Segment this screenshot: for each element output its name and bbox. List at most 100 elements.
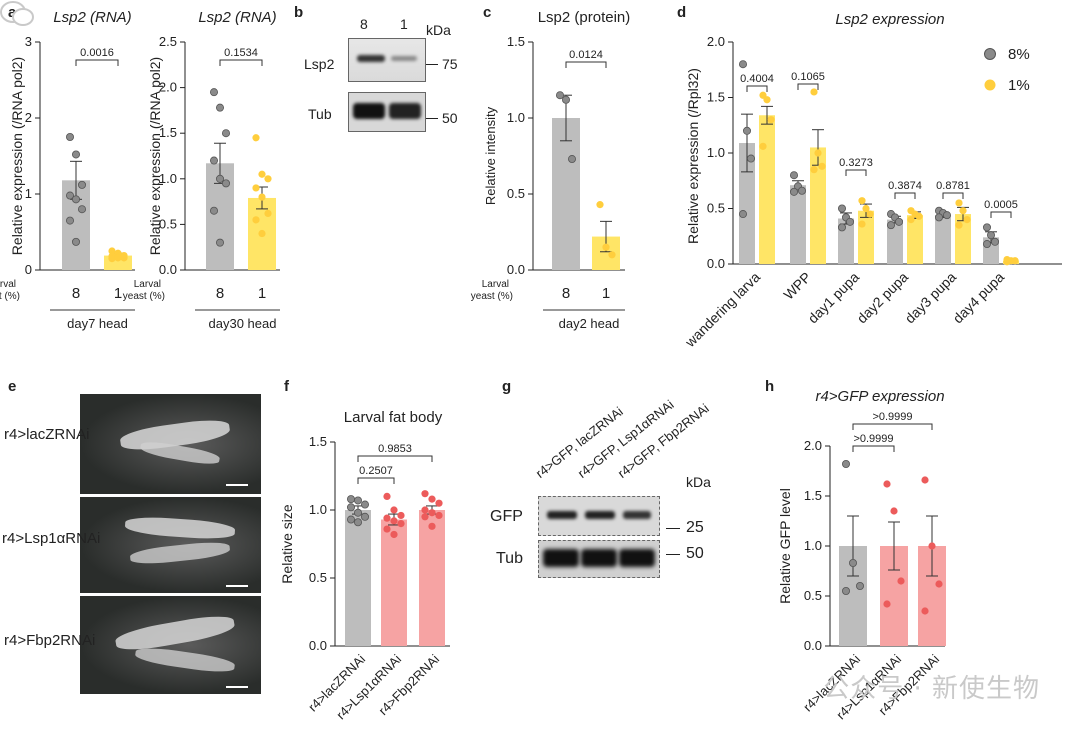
- d-point: [767, 116, 775, 124]
- h-ytick-label-4: 2.0: [804, 438, 822, 453]
- d-bar-8pct: [935, 215, 951, 264]
- c-point: [596, 201, 604, 209]
- d-point: [810, 88, 818, 96]
- d-legend-marker-1: [984, 79, 996, 91]
- blot-b-row-tub: Tub: [308, 106, 332, 122]
- c-bar-0: [552, 118, 580, 270]
- a1-point: [72, 150, 81, 159]
- a2-point: [215, 103, 224, 112]
- f-point: [353, 518, 362, 527]
- c-point: [568, 155, 577, 164]
- f-point: [360, 500, 369, 509]
- h-ytick-label-3: 1.5: [804, 488, 822, 503]
- h-point: [856, 582, 865, 591]
- d-point: [983, 223, 992, 232]
- h-point: [842, 459, 851, 468]
- c-ytick-label-0: 0.0: [507, 262, 525, 277]
- a2-ytick-label-0: 0.0: [159, 262, 177, 277]
- d-bar-1pct: [759, 115, 775, 264]
- a2-title: Lsp2 (RNA): [198, 9, 276, 26]
- f-pvalue: 0.2507: [359, 465, 393, 477]
- blot-g-row-tub: Tub: [496, 550, 523, 567]
- f-xtick-label-1: r4>Lsp1αRNAi: [333, 651, 404, 722]
- a2-ytick-label-2: 1.0: [159, 171, 177, 186]
- a2-pvalue: 0.1534: [224, 47, 258, 59]
- f-point: [421, 506, 429, 514]
- blot-b-tick-75: [426, 64, 438, 65]
- a1-pvalue: 0.0016: [80, 47, 114, 59]
- d-point: [838, 204, 847, 213]
- blot-g-row-gfp: GFP: [490, 508, 523, 525]
- f-point: [346, 503, 355, 512]
- a2-ytick-label-5: 2.5: [159, 34, 177, 49]
- a2-xlabel: day30 head: [209, 316, 277, 331]
- panel-label-f: f: [284, 378, 289, 395]
- panel-label-b: b: [294, 4, 304, 21]
- f-point: [346, 495, 355, 504]
- d-sig-bracket: [797, 83, 819, 90]
- a1-xtick-label-1: 1: [114, 285, 122, 302]
- a2-ylabel: Relative expression (/RNA pol2): [147, 57, 163, 255]
- blot-g-gfp-strip: [538, 496, 660, 536]
- a2-point: [258, 170, 266, 178]
- a1-point: [114, 254, 122, 262]
- d-bar-8pct: [887, 219, 903, 264]
- h-point: [897, 577, 905, 585]
- panel-label-d: d: [677, 4, 687, 21]
- a1-larval-label: Larval: [0, 279, 16, 290]
- panel-label-e: e: [8, 378, 17, 395]
- a2-ytick-label-4: 2.0: [159, 80, 177, 95]
- a1-yeast-label: yeast (%): [0, 291, 20, 302]
- a1-point: [78, 205, 87, 214]
- d-sig-bracket: [894, 192, 916, 199]
- f-sig-bracket: [357, 455, 433, 462]
- c-point: [562, 95, 571, 104]
- f-point: [390, 530, 398, 539]
- d-point: [907, 216, 915, 224]
- a1-ytick-label-2: 2: [25, 110, 32, 125]
- f-bar-0: [345, 510, 371, 646]
- d-point: [1011, 257, 1019, 265]
- h-ytick-label-2: 1.0: [804, 538, 822, 553]
- h-ytick-label-1: 0.5: [804, 588, 822, 603]
- d-pvalue: 0.1065: [791, 71, 825, 83]
- a1-ytick-label-0: 0: [25, 262, 32, 277]
- c-xtick-label-1: 1: [602, 285, 610, 302]
- d-ytick-label-1: 0.5: [707, 201, 725, 216]
- a2-point: [258, 193, 266, 201]
- f-point: [428, 522, 436, 530]
- a2-point: [252, 184, 260, 192]
- panel-label-h: h: [765, 378, 775, 395]
- h-sig-bracket: [852, 445, 895, 452]
- a1-ytick-label-1: 1: [25, 186, 32, 201]
- d-xtick-label-3: day2 pupa: [854, 269, 912, 327]
- d-bar-1pct: [907, 215, 923, 264]
- d-point: [818, 162, 826, 170]
- image-label-lacz: r4>lacZRNAi: [4, 426, 90, 443]
- d-point: [846, 217, 855, 226]
- d-xtick-label-4: day3 pupa: [902, 269, 960, 327]
- d-pvalue: 0.0005: [984, 199, 1018, 211]
- fat-body-image-fbp2: [80, 596, 261, 694]
- a1-point: [108, 247, 116, 255]
- d-pvalue: 0.3273: [839, 157, 873, 169]
- a2-ytick-label-3: 1.5: [159, 125, 177, 140]
- western-blot-g: r4>GFP, lacZRNAi r4>GFP, Lsp1αRNAi r4>GF…: [488, 388, 718, 588]
- d-point: [1003, 258, 1011, 266]
- a1-xlabel: day7 head: [67, 316, 128, 331]
- d-point: [790, 171, 799, 180]
- blot-b-lsp2-band-1: [391, 56, 417, 61]
- d-point: [743, 126, 752, 135]
- d-point: [991, 237, 1000, 246]
- d-ytick-label-0: 0.0: [707, 256, 725, 271]
- c-ytick-label-1: 0.5: [507, 186, 525, 201]
- a1-title: Lsp2 (RNA): [53, 9, 131, 26]
- c-sig-bracket: [565, 61, 607, 68]
- f-point: [435, 499, 443, 507]
- d-point: [987, 231, 996, 240]
- blot-b-tub-band-1: [389, 103, 421, 119]
- f-bar-1: [381, 519, 407, 646]
- blot-b-lane-1: 1: [400, 16, 408, 32]
- c-point: [602, 243, 610, 251]
- d-bar-8pct: [790, 185, 806, 264]
